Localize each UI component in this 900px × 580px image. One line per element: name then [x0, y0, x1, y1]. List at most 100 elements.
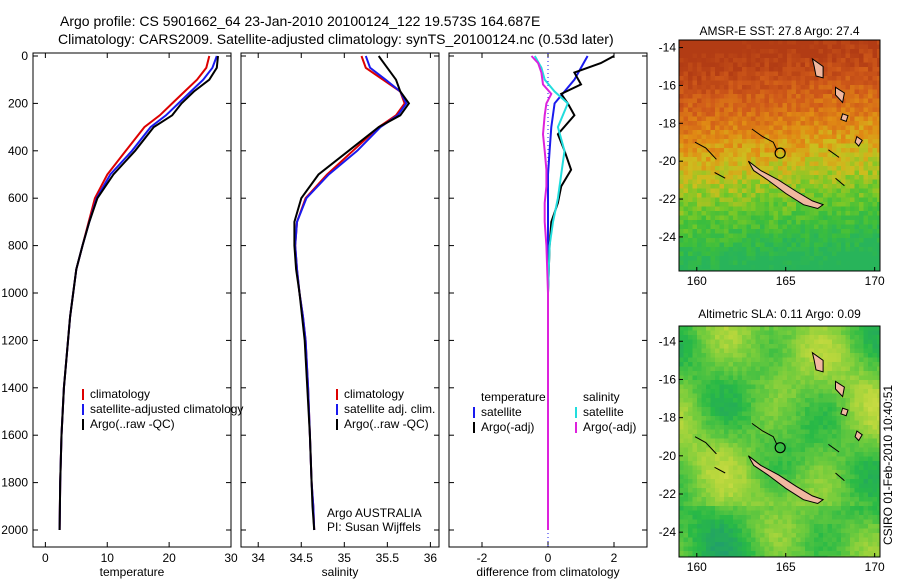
map-cell: [778, 62, 783, 68]
map-cell: [827, 348, 833, 354]
map-cell: [773, 380, 779, 385]
map-cell: [769, 193, 774, 198]
map-cell: [692, 67, 698, 72]
y-tick-label: -18: [659, 116, 677, 130]
map-cell: [854, 157, 860, 162]
map-cell: [760, 447, 765, 453]
map-cell: [688, 112, 693, 117]
map-cell: [863, 107, 869, 113]
map-cell: [791, 470, 797, 475]
map-cell: [845, 380, 851, 385]
map-cell: [697, 362, 702, 367]
map-cell: [854, 497, 860, 502]
map-cell: [832, 98, 837, 104]
map-cell: [760, 501, 765, 507]
map-cell: [733, 506, 738, 511]
map-cell: [814, 134, 819, 140]
map-cell: [778, 456, 783, 462]
map-cell: [733, 121, 738, 126]
map-cell: [751, 188, 756, 194]
map-cell: [715, 362, 720, 367]
map-cell: [746, 80, 752, 86]
map-cell: [719, 452, 725, 457]
map-cell: [692, 528, 698, 534]
map-cell: [872, 224, 878, 230]
map-cell: [818, 335, 824, 340]
map-cell: [764, 407, 770, 412]
map-cell: [728, 44, 734, 50]
map-cell: [755, 402, 761, 408]
map-cell: [809, 44, 815, 50]
map-cell: [742, 348, 747, 354]
map-cell: [697, 62, 702, 68]
map-cell: [742, 330, 747, 336]
map-cell: [764, 375, 770, 381]
map-cell: [737, 247, 743, 252]
map-cell: [764, 380, 770, 385]
map-cell: [751, 371, 756, 376]
map-cell: [755, 542, 761, 547]
map-cell: [746, 71, 752, 77]
map-cell: [710, 330, 716, 336]
reef-outline: [828, 443, 840, 453]
map-cell: [710, 103, 716, 108]
map-cell: [697, 157, 702, 162]
map-cell: [719, 551, 725, 556]
map-cell: [742, 193, 747, 198]
map-cell: [688, 161, 693, 167]
map-cell: [868, 537, 873, 543]
reef-outline: [694, 436, 717, 455]
map-cell: [850, 474, 855, 480]
map-cell: [719, 121, 725, 126]
map-cell: [832, 456, 837, 462]
map-cell: [773, 161, 779, 167]
map-cell: [751, 202, 756, 207]
map-cell: [787, 215, 792, 221]
map-cell: [697, 170, 702, 176]
map-cell: [818, 483, 824, 489]
map-cell: [688, 348, 693, 354]
map-cell: [877, 89, 880, 95]
map-cell: [760, 456, 765, 462]
map-cell: [724, 551, 729, 556]
map-cell: [809, 380, 815, 385]
map-cell: [769, 344, 774, 349]
map-cell: [737, 443, 743, 448]
map-cell: [746, 474, 752, 480]
map-cell: [760, 89, 765, 95]
map-cell: [859, 339, 864, 345]
map-cell: [863, 330, 869, 336]
map-cell: [751, 393, 756, 399]
map-cell: [818, 438, 824, 444]
map-cell: [877, 80, 880, 86]
map-cell: [782, 357, 788, 363]
map-cell: [805, 40, 810, 45]
map-cell: [809, 197, 815, 203]
map-cell: [796, 330, 801, 336]
map-cell: [868, 206, 873, 212]
map-cell: [863, 40, 869, 45]
map-cell: [877, 224, 880, 230]
map-cell: [742, 197, 747, 203]
map-cell: [796, 215, 801, 221]
map-cell: [791, 170, 797, 176]
map-cell: [688, 71, 693, 77]
map-cell: [724, 474, 729, 480]
map-cell: [769, 112, 774, 117]
map-cell: [746, 398, 752, 403]
map-cell: [728, 407, 734, 412]
map-cell: [859, 492, 864, 498]
map-cell: [728, 497, 734, 502]
map-cell: [800, 420, 806, 426]
map-cell: [773, 49, 779, 54]
map-cell: [850, 161, 855, 167]
map-cell: [769, 188, 774, 194]
map-cell: [764, 134, 770, 140]
map-cell: [787, 116, 792, 122]
map-cell: [782, 269, 788, 271]
map-cell: [818, 546, 824, 552]
map-cell: [755, 71, 761, 77]
map-cell: [787, 533, 792, 538]
map-cell: [697, 330, 702, 336]
map-cell: [751, 335, 756, 340]
